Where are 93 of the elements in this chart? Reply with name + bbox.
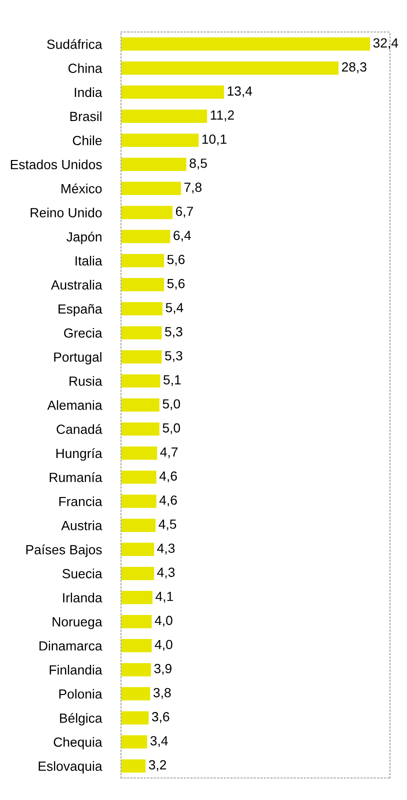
y-tick-label: Irlanda — [63, 592, 102, 602]
data-label: 5,3 — [165, 351, 182, 362]
bar — [121, 614, 152, 628]
bar — [121, 278, 164, 292]
y-tick-label: Hungría — [56, 448, 102, 461]
bar — [121, 86, 224, 99]
y-tick-label: China — [68, 63, 102, 74]
data-label: 4,0 — [154, 616, 172, 627]
y-tick-label: Rusia — [70, 376, 102, 386]
y-tick-label: Chile — [72, 136, 102, 146]
y-tick-label: Brasil — [70, 111, 102, 122]
data-label: 5,1 — [164, 375, 181, 386]
bar — [121, 326, 162, 340]
data-label: 5,6 — [167, 278, 185, 290]
data-label: 13,4 — [228, 86, 252, 98]
y-tick-label: Eslovaquia — [38, 761, 102, 774]
y-tick-label: Dinamarca — [40, 640, 102, 651]
bar — [121, 254, 164, 268]
data-label: 6,7 — [176, 206, 193, 218]
data-label: 8,5 — [190, 158, 207, 170]
data-label: 5,0 — [162, 423, 180, 434]
y-tick-label: Japón — [66, 232, 102, 244]
bar — [121, 350, 162, 364]
data-label: 4,6 — [159, 471, 177, 482]
y-tick-label: Canadá — [56, 424, 102, 434]
y-tick-label: Alemania — [47, 400, 102, 410]
bar — [121, 134, 199, 147]
y-tick-label: Estados Unidos — [10, 160, 102, 170]
bar — [121, 37, 370, 51]
data-label: 5,4 — [166, 303, 184, 314]
y-tick-label: India — [74, 87, 102, 98]
y-tick-label: Países Bajos — [26, 544, 102, 557]
y-tick-label: Suecia — [62, 568, 102, 578]
bar — [121, 374, 160, 388]
bar — [121, 470, 156, 484]
y-tick-label: Francia — [59, 496, 102, 506]
y-tick-label: Noruega — [52, 617, 102, 630]
bar — [121, 206, 172, 220]
y-tick-label: España — [58, 304, 102, 316]
data-label: 7,8 — [184, 182, 202, 194]
data-label: 10,1 — [202, 134, 226, 146]
bar — [121, 230, 170, 244]
y-tick-label: Rumanía — [50, 472, 102, 482]
data-label: 3,8 — [153, 688, 171, 699]
data-label: 3,4 — [150, 736, 168, 748]
data-label: 3,6 — [152, 712, 170, 723]
data-label: 4,6 — [159, 495, 177, 506]
bar — [121, 398, 160, 412]
y-tick-label: Australia — [50, 280, 102, 290]
bar — [121, 302, 163, 316]
bar — [121, 590, 153, 604]
data-label: 6,4 — [174, 230, 191, 242]
y-tick-label: Italia — [76, 256, 102, 266]
bar — [121, 542, 154, 556]
y-tick-label: Finlandia — [50, 664, 102, 675]
data-label: 5,0 — [162, 399, 180, 410]
data-label: 28,3 — [342, 62, 366, 74]
bar — [121, 518, 156, 532]
bar — [121, 422, 160, 436]
data-label: 11,2 — [210, 110, 234, 122]
bar — [121, 566, 154, 580]
y-tick-label: México — [62, 183, 102, 194]
y-tick-label: Portugal — [54, 352, 102, 364]
y-tick-label: Sudáfrica — [47, 39, 102, 49]
data-label: 3,9 — [154, 664, 172, 675]
bar — [121, 735, 148, 749]
data-label: 4,3 — [157, 568, 175, 579]
data-label: 4,1 — [156, 592, 173, 603]
y-tick-label: Reino Unido — [30, 208, 102, 218]
bar — [121, 182, 181, 196]
y-tick-label: Bélgica — [60, 712, 102, 726]
data-label: 5,3 — [165, 327, 182, 338]
bar — [121, 663, 151, 676]
data-label: 3,2 — [148, 760, 166, 772]
y-tick-label: Austria — [61, 520, 102, 530]
bar — [121, 711, 149, 724]
bar — [121, 158, 186, 171]
bar — [121, 110, 208, 123]
bar — [121, 61, 339, 75]
y-tick-label: Grecia — [64, 328, 102, 338]
bar — [121, 639, 152, 652]
bar — [121, 446, 158, 460]
data-label: 4,5 — [158, 520, 176, 530]
bar — [121, 759, 146, 773]
data-label: 5,6 — [167, 254, 185, 266]
data-label: 32,4 — [373, 38, 398, 50]
bar — [121, 494, 156, 508]
y-tick-label: Polonia — [59, 688, 102, 699]
data-label: 4,7 — [160, 447, 178, 458]
data-label: 4,3 — [157, 544, 175, 554]
y-tick-label: Chequia — [54, 737, 102, 750]
bar — [121, 687, 150, 700]
data-label: 4,0 — [154, 640, 172, 651]
